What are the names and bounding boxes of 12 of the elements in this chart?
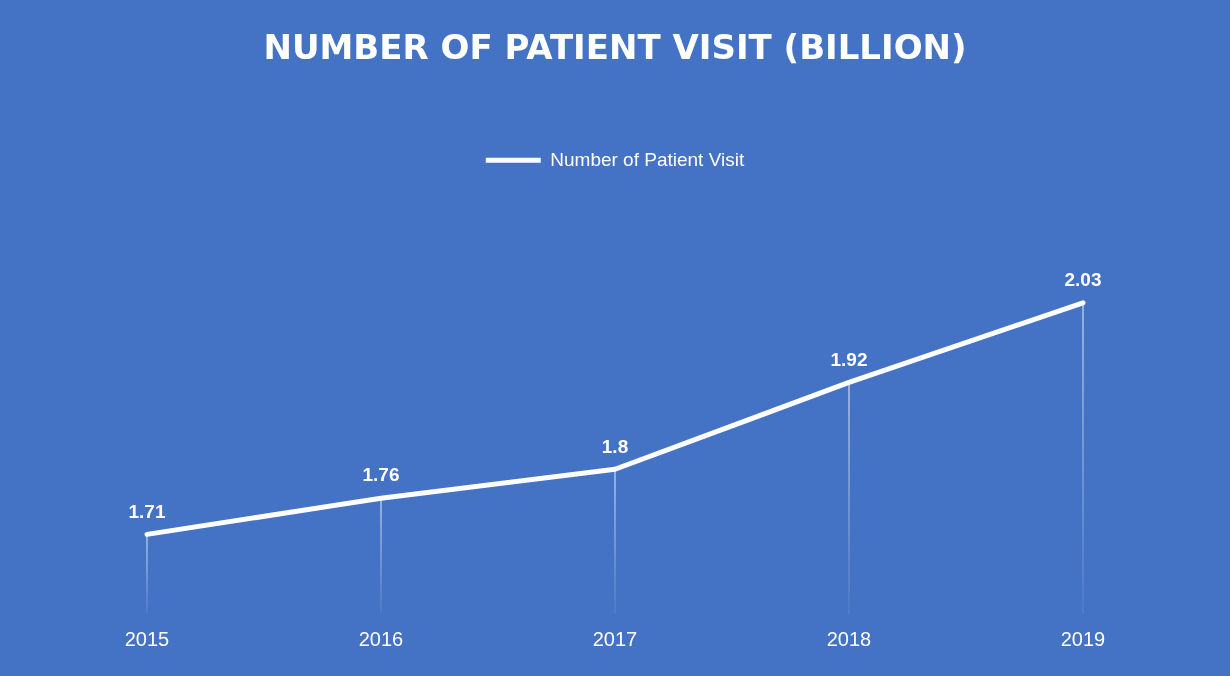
x-tick-label: 2019 (1060, 627, 1106, 650)
x-tick-label: 2017 (592, 627, 638, 650)
data-label: 1.8 (601, 435, 629, 457)
data-label: 1.92 (830, 348, 868, 370)
data-label: 1.71 (128, 500, 166, 522)
data-label: 1.76 (362, 464, 400, 486)
x-tick-label: 2016 (358, 627, 404, 650)
legend-label: Number of Patient Visit (550, 148, 745, 170)
chart-title: NUMBER OF PATIENT VISIT (BILLION) (263, 27, 967, 68)
x-tick-label: 2015 (124, 627, 170, 650)
x-tick-label: 2018 (826, 627, 872, 650)
data-label: 2.03 (1064, 269, 1102, 291)
